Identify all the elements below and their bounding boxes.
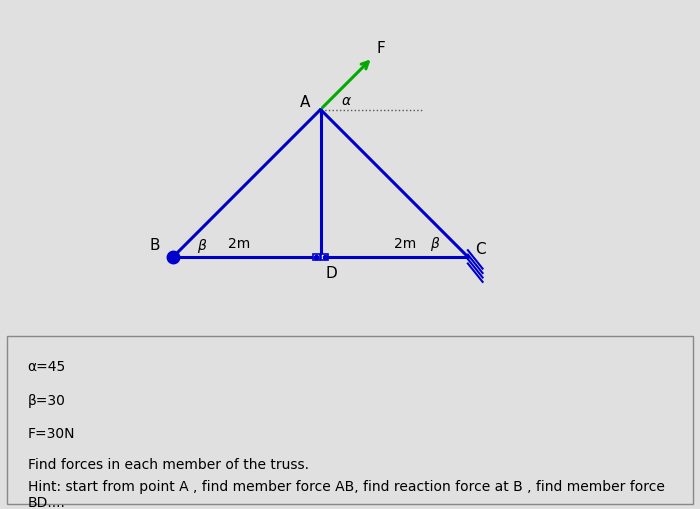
Text: A: A (300, 95, 310, 109)
Bar (321, 254, 328, 261)
Text: β: β (430, 236, 438, 250)
Text: D: D (326, 266, 337, 281)
Text: F: F (377, 40, 385, 55)
Text: β=30: β=30 (27, 393, 66, 407)
Text: α=45: α=45 (27, 359, 66, 373)
Text: α: α (341, 94, 350, 107)
Text: C: C (475, 242, 486, 257)
Text: 2m: 2m (394, 236, 416, 250)
Text: Find forces in each member of the truss.: Find forces in each member of the truss. (27, 457, 309, 471)
Bar (313, 254, 320, 261)
Text: B: B (150, 238, 160, 253)
Text: β: β (197, 239, 206, 253)
Text: F=30N: F=30N (27, 427, 75, 440)
Text: 2m: 2m (228, 236, 251, 250)
Text: Hint: start from point A , find member force AB, find reaction force at B , find: Hint: start from point A , find member f… (27, 479, 664, 509)
